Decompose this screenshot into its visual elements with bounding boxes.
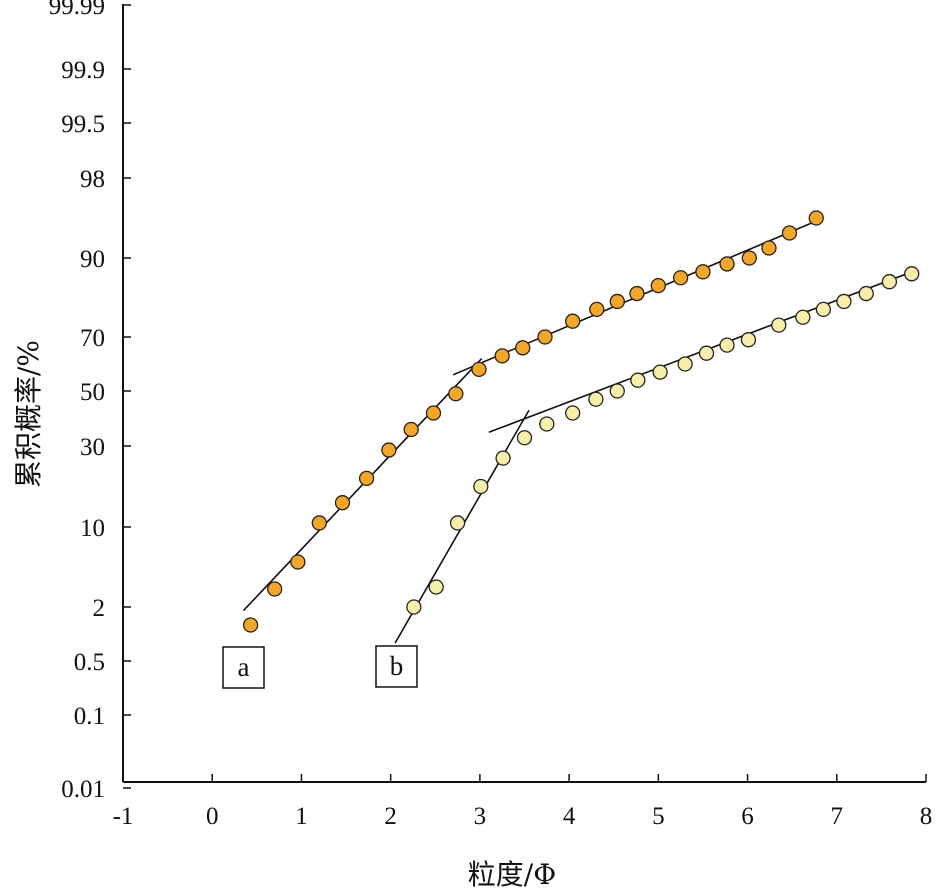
x-ticks: -1 0 1 2 3 4 5 6 7 8 <box>113 774 933 830</box>
data-point-b <box>539 416 555 432</box>
y-tick-label: 50 <box>80 379 105 406</box>
data-point-b <box>719 337 735 353</box>
data-point-b <box>677 356 693 372</box>
data-point-a <box>358 470 375 487</box>
data-point-a <box>425 405 442 421</box>
y-ticks: 0.01 0.1 0.5 2 10 30 50 70 90 98 99.5 99.9 99.99 <box>49 0 131 803</box>
data-point-a <box>381 442 397 458</box>
series-b-label-box: b <box>375 645 418 688</box>
x-tick-label: 7 <box>831 803 844 830</box>
data-point-b <box>449 515 466 531</box>
data-point-a <box>672 270 689 286</box>
x-tick-label: -1 <box>113 803 134 830</box>
x-tick-label: 1 <box>295 803 308 830</box>
data-point-a <box>761 240 777 256</box>
data-point-a <box>650 277 666 294</box>
data-point-a <box>242 617 259 633</box>
y-tick-label: 0.01 <box>61 776 105 803</box>
data-point-b <box>698 345 715 361</box>
y-tick-label: 0.5 <box>74 649 105 676</box>
x-axis-title: 粒度/Φ <box>468 858 556 891</box>
data-point-a <box>629 285 645 302</box>
data-point-a <box>565 313 581 329</box>
series-b-label: b <box>390 651 404 681</box>
data-point-a <box>311 515 327 531</box>
data-point-b <box>588 391 604 407</box>
x-tick-label: 4 <box>563 803 576 830</box>
data-point-a <box>695 264 711 280</box>
data-points <box>242 210 920 633</box>
data-point-b <box>771 317 787 333</box>
data-point-b <box>815 301 832 318</box>
data-point-a <box>267 581 283 597</box>
y-tick-label: 0.1 <box>74 703 105 730</box>
data-point-b <box>630 372 646 388</box>
data-point-b <box>795 309 811 325</box>
data-point-a <box>589 301 605 318</box>
data-point-a <box>537 329 553 345</box>
y-tick-label: 98 <box>80 166 105 193</box>
data-point-a <box>471 361 487 378</box>
data-point-b <box>428 579 444 595</box>
series-a-label-box: a <box>222 646 265 689</box>
y-axis-title: 累积概率/% <box>12 340 45 488</box>
data-point-b <box>836 293 852 310</box>
data-point-b <box>609 383 625 399</box>
y-tick-label: 2 <box>93 595 106 622</box>
x-tick-label: 2 <box>384 803 397 830</box>
data-point-b <box>473 478 489 495</box>
y-tick-label: 90 <box>80 246 105 273</box>
data-point-a <box>403 421 419 438</box>
x-tick-label: 3 <box>474 803 487 830</box>
y-tick-label: 99.5 <box>61 111 105 138</box>
data-point-a <box>808 210 824 226</box>
data-point-a <box>290 554 306 570</box>
data-point-a <box>448 386 464 402</box>
y-tick-label: 10 <box>80 515 105 542</box>
data-point-b <box>406 599 422 615</box>
x-tick-label: 5 <box>652 803 665 830</box>
data-point-b <box>881 274 898 290</box>
y-tick-label: 30 <box>80 434 105 461</box>
fit-lines <box>242 217 918 644</box>
data-point-a <box>334 495 351 511</box>
data-point-a <box>741 250 757 266</box>
x-tick-label: 8 <box>920 803 933 830</box>
data-point-a <box>494 348 510 364</box>
data-point-b <box>740 332 757 348</box>
data-point-b <box>858 285 874 302</box>
data-point-a <box>719 256 735 272</box>
data-point-b <box>904 266 920 282</box>
series-a-label: a <box>238 652 250 682</box>
data-point-b <box>495 450 511 466</box>
y-tick-label: 99.9 <box>61 57 105 84</box>
data-point-a <box>515 340 531 356</box>
data-point-a <box>781 225 798 241</box>
data-point-a <box>609 293 625 310</box>
y-tick-label: 99.99 <box>49 0 105 20</box>
data-point-b <box>565 405 581 421</box>
data-point-b <box>652 364 668 380</box>
y-tick-label: 70 <box>80 325 105 352</box>
x-tick-label: 0 <box>206 803 219 830</box>
data-point-b <box>516 430 533 446</box>
x-tick-label: 6 <box>741 803 754 830</box>
